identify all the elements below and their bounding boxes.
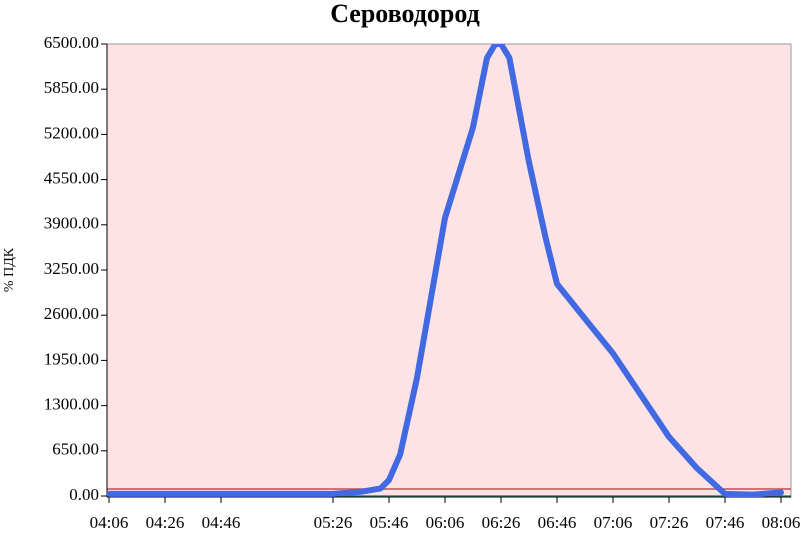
y-tick-label: 4550.00 bbox=[44, 169, 99, 188]
y-tick-label: 6500.00 bbox=[44, 33, 99, 52]
y-axis-label: % ПДК bbox=[2, 247, 17, 292]
x-tick-label: 05:46 bbox=[370, 513, 409, 532]
y-tick-label: 5200.00 bbox=[44, 123, 99, 142]
y-tick-label: 3900.00 bbox=[44, 214, 99, 233]
x-tick-label: 06:06 bbox=[426, 513, 465, 532]
x-tick-label: 04:26 bbox=[146, 513, 185, 532]
y-tick-label: 2600.00 bbox=[44, 304, 99, 323]
x-tick-label: 07:06 bbox=[594, 513, 633, 532]
y-tick-label: 0.00 bbox=[69, 485, 99, 504]
y-tick-label: 650.00 bbox=[52, 440, 99, 459]
x-tick-label: 05:26 bbox=[314, 513, 353, 532]
x-tick-label: 06:46 bbox=[538, 513, 577, 532]
x-tick-label: 07:26 bbox=[650, 513, 689, 532]
plot-background bbox=[106, 43, 792, 498]
y-tick-label: 5850.00 bbox=[44, 78, 99, 97]
y-tick-label: 1300.00 bbox=[44, 395, 99, 414]
x-tick-label: 04:46 bbox=[202, 513, 241, 532]
y-tick-label: 1950.00 bbox=[44, 349, 99, 368]
data-line bbox=[107, 44, 784, 497]
x-tick-label: 06:26 bbox=[482, 513, 521, 532]
y-tick-label: 3250.00 bbox=[44, 259, 99, 278]
chart-title: Сероводород bbox=[330, 0, 480, 28]
x-tick-label: 07:46 bbox=[706, 513, 745, 532]
x-tick-label: 04:06 bbox=[90, 513, 129, 532]
x-tick-label: 08:06 bbox=[762, 513, 801, 532]
